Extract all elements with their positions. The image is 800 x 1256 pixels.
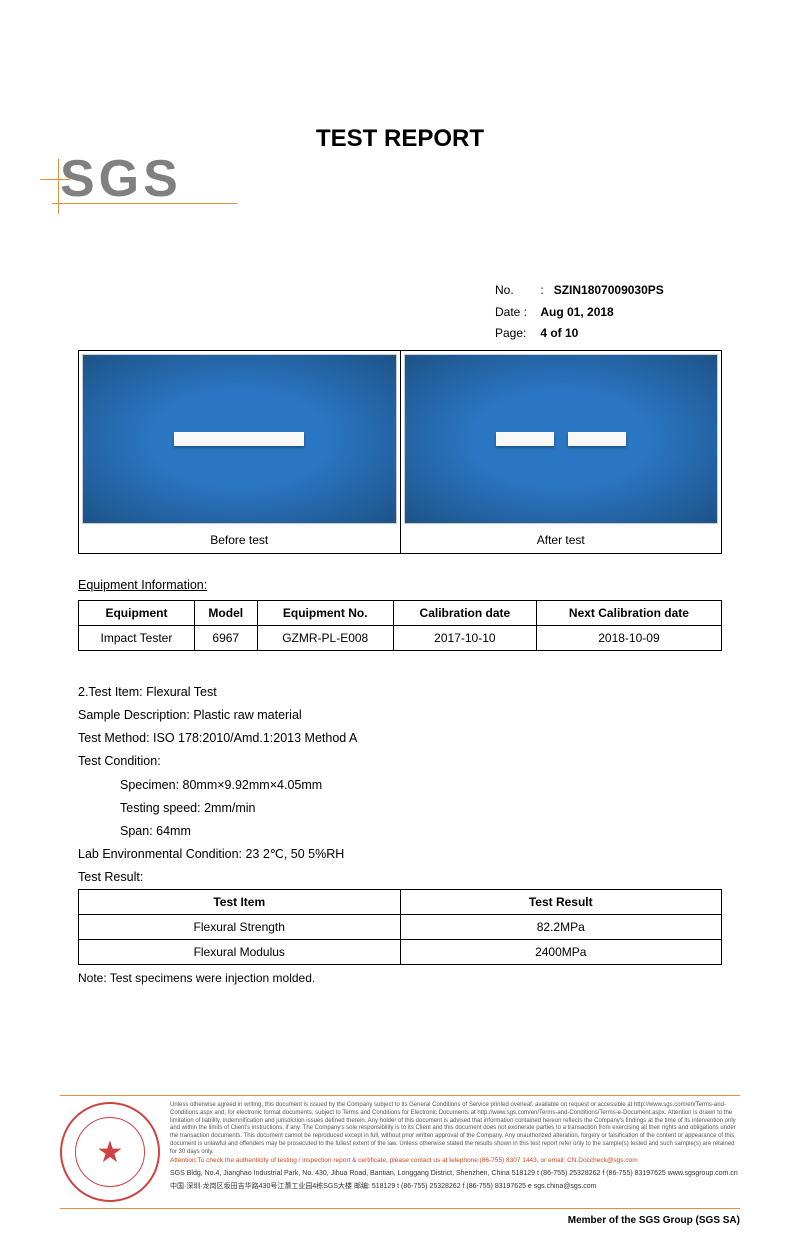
footer: ★ Unless otherwise agreed in writing, th… [60, 1095, 740, 1226]
test-item: 2.Test Item: Flexural Test [78, 681, 722, 704]
sgs-logo: SGS [60, 149, 182, 209]
meta-no-label: No. [495, 280, 537, 302]
report-meta: No. : SZIN1807009030PS Date : Aug 01, 20… [495, 280, 664, 345]
meta-date-label: Date : [495, 302, 537, 324]
addr-cn: 中国·深圳·龙岗区坂田吉华路430号江灏工业园4栋SGS大楼 邮编: 51812… [170, 1182, 740, 1191]
photo-before-cell: Before test [79, 351, 401, 553]
equip-h3: Calibration date [393, 601, 536, 626]
photo-after [404, 354, 719, 524]
equip-h1: Model [194, 601, 257, 626]
result-r0c1: 82.2MPa [400, 915, 722, 940]
equip-h0: Equipment [79, 601, 195, 626]
meta-page-label: Page: [495, 323, 537, 345]
report-body: Before test After test Equipment Informa… [78, 350, 722, 985]
test-info: 2.Test Item: Flexural Test Sample Descri… [78, 681, 722, 889]
photo-before [82, 354, 397, 524]
photo-before-caption: Before test [79, 527, 400, 553]
test-condition-label: Test Condition: [78, 750, 722, 773]
equip-c3: 2017-10-10 [393, 626, 536, 651]
fine-print: Unless otherwise agreed in writing, this… [170, 1102, 740, 1157]
meta-no-value: SZIN1807009030PS [554, 283, 664, 297]
result-r1c1: 2400MPa [400, 940, 722, 965]
span: Span: 64mm [78, 820, 722, 843]
equip-c1: 6967 [194, 626, 257, 651]
equip-h2: Equipment No. [257, 601, 393, 626]
photo-after-caption: After test [401, 527, 722, 553]
footer-text: Unless otherwise agreed in writing, this… [170, 1102, 740, 1202]
equip-c0: Impact Tester [79, 626, 195, 651]
result-r1c0: Flexural Modulus [79, 940, 401, 965]
test-method: Test Method: ISO 178:2010/Amd.1:2013 Met… [78, 727, 722, 750]
star-icon: ★ [97, 1135, 124, 1170]
equipment-info-label: Equipment Information: [78, 578, 722, 592]
sample-description: Sample Description: Plastic raw material [78, 704, 722, 727]
equipment-table: Equipment Model Equipment No. Calibratio… [78, 600, 722, 651]
equip-c2: GZMR-PL-E008 [257, 626, 393, 651]
inspection-stamp: ★ [60, 1102, 160, 1202]
result-r0c0: Flexural Strength [79, 915, 401, 940]
attention-line: Attention:To check the authenticity of t… [170, 1157, 740, 1165]
photo-after-cell: After test [401, 351, 722, 553]
note: Note: Test specimens were injection mold… [78, 971, 722, 985]
lab-env: Lab Environmental Condition: 23 2℃, 50 5… [78, 843, 722, 866]
meta-page-value: 4 of 10 [540, 326, 578, 340]
member-line: Member of the SGS Group (SGS SA) [60, 1215, 740, 1226]
result-h1: Test Result [400, 890, 722, 915]
equip-h4: Next Calibration date [536, 601, 721, 626]
specimen: Specimen: 80mm×9.92mm×4.05mm [78, 774, 722, 797]
logo-text: SGS [60, 150, 182, 208]
addr-en: SGS Bldg, No.4, Jianghao Industrial Park… [170, 1169, 740, 1178]
result-table: Test Item Test Result Flexural Strength … [78, 889, 722, 965]
test-result-label: Test Result: [78, 866, 722, 889]
photo-comparison: Before test After test [78, 350, 722, 554]
result-h0: Test Item [79, 890, 401, 915]
meta-date-value: Aug 01, 2018 [540, 305, 613, 319]
testing-speed: Testing speed: 2mm/min [78, 797, 722, 820]
equip-c4: 2018-10-09 [536, 626, 721, 651]
